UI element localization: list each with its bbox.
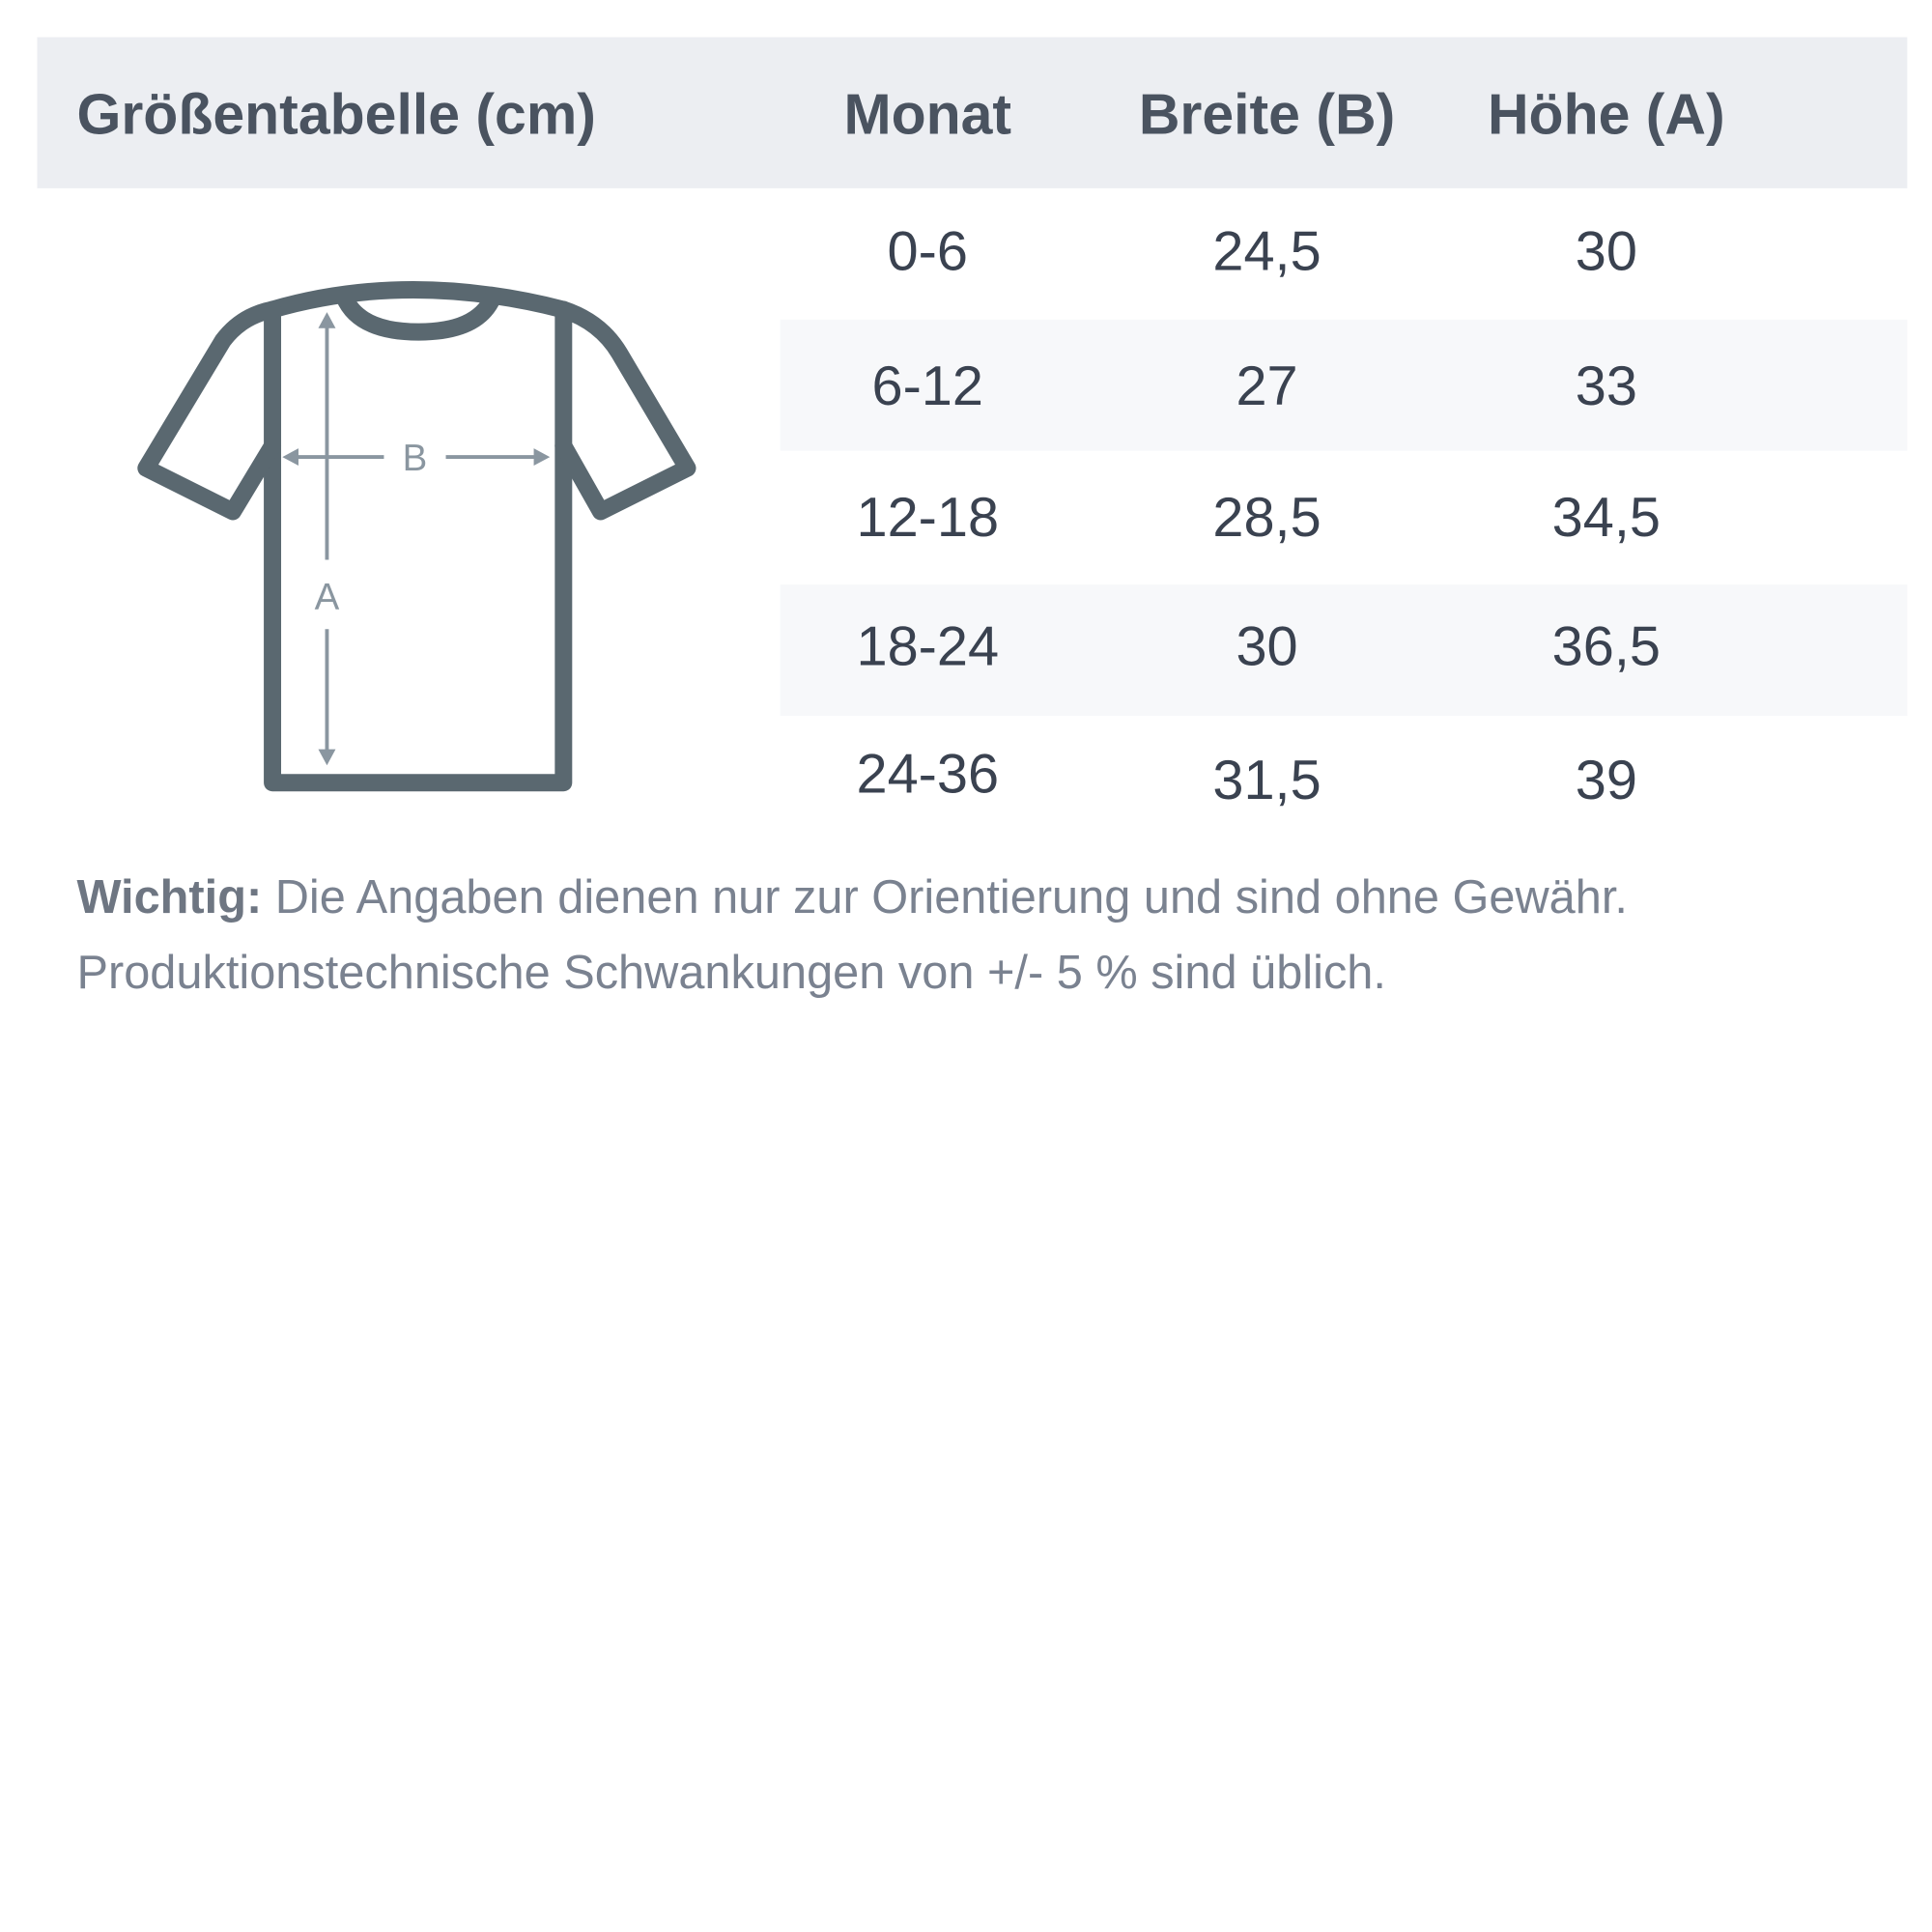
cell-month: 12-18 — [856, 485, 1000, 549]
column-header-height: Höhe (A) — [1487, 81, 1725, 147]
note-line-1: Wichtig: Die Angaben dienen nur zur Orie… — [76, 872, 1627, 925]
cell-width: 28,5 — [1212, 485, 1321, 549]
cell-height: 34,5 — [1551, 485, 1661, 549]
t-shirt-icon: B A — [137, 281, 696, 792]
height-label: A — [315, 577, 340, 618]
cell-height: 30 — [1575, 218, 1637, 283]
cell-width: 24,5 — [1212, 218, 1321, 283]
table-title: Größentabelle (cm) — [76, 81, 596, 147]
note-text: Die Angaben dienen nur zur Orientierung … — [262, 871, 1628, 924]
cell-month: 6-12 — [871, 354, 983, 418]
cell-width: 30 — [1236, 613, 1298, 678]
row-stripe — [780, 584, 1908, 717]
row-stripe — [780, 319, 1908, 451]
width-label: B — [403, 438, 428, 479]
column-header-width: Breite (B) — [1138, 81, 1396, 147]
cell-month: 24-36 — [856, 741, 1000, 806]
cell-month: 18-24 — [856, 613, 1000, 678]
cell-height: 36,5 — [1551, 613, 1661, 678]
cell-month: 0-6 — [887, 218, 968, 283]
note-label: Wichtig: — [76, 871, 263, 924]
cell-height: 39 — [1575, 748, 1637, 811]
table-header — [37, 37, 1908, 188]
column-header-month: Monat — [843, 81, 1012, 147]
cell-width: 31,5 — [1212, 748, 1321, 811]
cell-height: 33 — [1575, 354, 1637, 418]
note-line-2: Produktionstechnische Schwankungen von +… — [76, 947, 1386, 1000]
cell-width: 27 — [1236, 354, 1298, 418]
